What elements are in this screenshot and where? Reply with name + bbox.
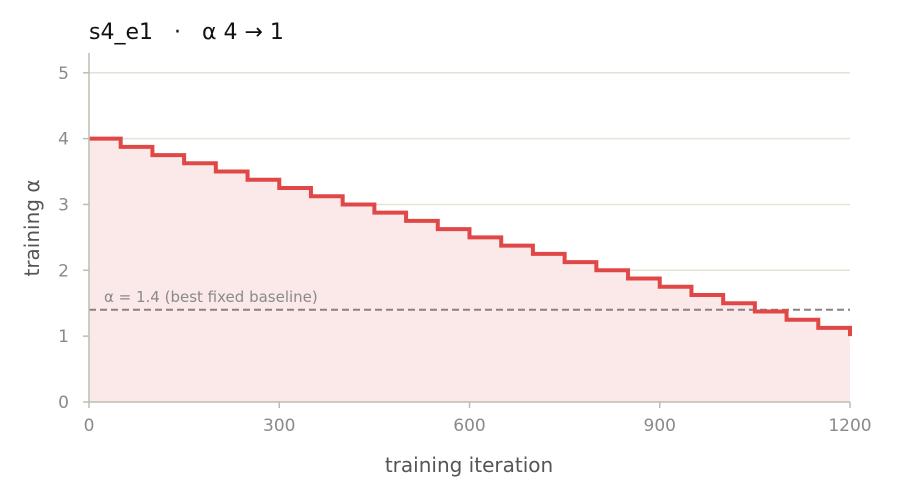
chart-title: s4_e1 · α 4 → 1 — [89, 20, 284, 45]
x-tick-label: 600 — [453, 416, 485, 436]
y-tick-label: 4 — [58, 130, 69, 150]
y-axis-label: training α — [20, 179, 44, 276]
y-tick-label: 1 — [58, 327, 69, 347]
x-axis-label: training iteration — [385, 453, 553, 477]
y-tick-label: 2 — [58, 261, 69, 281]
x-tick-label: 300 — [263, 416, 295, 436]
x-tick-label: 1200 — [828, 416, 871, 436]
y-tick-label: 5 — [58, 64, 69, 84]
y-tick-label: 3 — [58, 195, 69, 215]
series-step-line — [89, 136, 852, 337]
y-tick-label: 0 — [58, 393, 69, 413]
tick-labels: 0 1 2 3 4 5 0 300 600 900 1200 — [58, 64, 871, 436]
series-area-fill — [89, 138, 850, 403]
x-tick-label: 900 — [644, 416, 676, 436]
baseline-annotation: α = 1.4 (best fixed baseline) — [104, 288, 318, 306]
x-tick-label: 0 — [84, 416, 95, 436]
